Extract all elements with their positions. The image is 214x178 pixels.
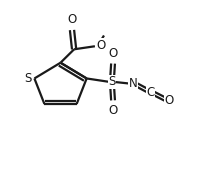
Text: C: C xyxy=(146,86,155,99)
Text: O: O xyxy=(108,104,118,117)
Text: O: O xyxy=(108,47,118,60)
Text: O: O xyxy=(67,13,77,26)
Text: S: S xyxy=(108,75,116,88)
Text: O: O xyxy=(96,39,105,52)
Text: O: O xyxy=(165,94,174,107)
Text: N: N xyxy=(129,77,137,90)
Text: S: S xyxy=(25,72,32,85)
